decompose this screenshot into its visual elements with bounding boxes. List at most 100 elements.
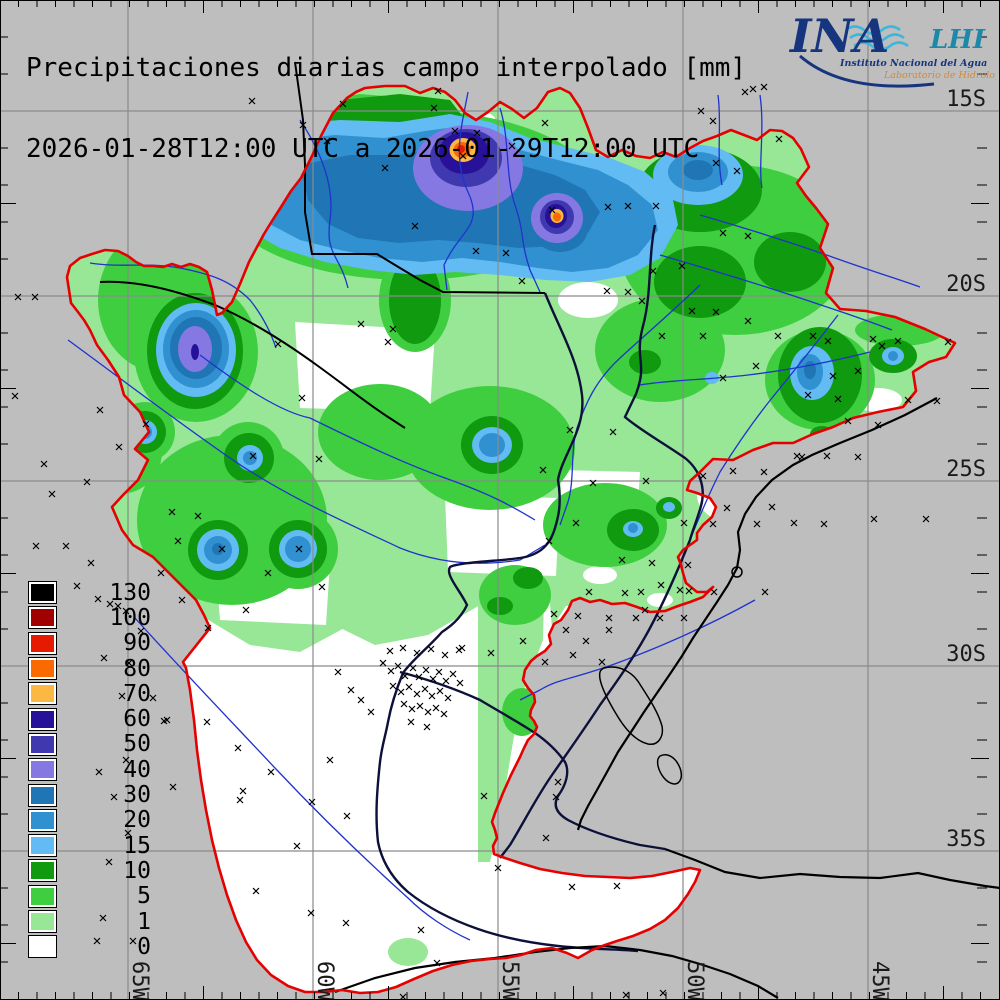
station-marker: [539, 466, 547, 474]
station-marker: [709, 117, 717, 125]
station-marker: [719, 374, 727, 382]
logo-arc: [799, 54, 935, 88]
station-marker: [804, 391, 812, 399]
station-marker: [657, 581, 665, 589]
station-marker: [904, 396, 912, 404]
station-marker: [115, 443, 123, 451]
station-marker: [699, 332, 707, 340]
legend-swatch: [28, 884, 57, 908]
station-marker: [458, 644, 466, 652]
station-marker: [648, 559, 656, 567]
station-marker: [809, 332, 817, 340]
station-marker: [174, 537, 182, 545]
station-marker: [387, 667, 395, 675]
station-marker: [656, 614, 664, 622]
coastline: [334, 397, 1000, 999]
title-block: Precipitaciones diarias campo interpolad…: [26, 1, 746, 190]
station-marker: [114, 602, 122, 610]
basin-boundary: [65, 84, 957, 995]
lon-label: 65W: [127, 961, 152, 1000]
station-marker: [434, 87, 442, 95]
legend-row: 20: [28, 807, 151, 833]
legend-value: 40: [123, 756, 151, 783]
legend-swatch: [28, 631, 57, 655]
station-marker: [413, 649, 421, 657]
station-marker: [405, 683, 413, 691]
legend-swatch: [28, 657, 57, 681]
station-marker: [94, 595, 102, 603]
station-marker: [621, 589, 629, 597]
station-marker: [409, 664, 417, 672]
station-marker: [680, 519, 688, 527]
station-marker: [267, 768, 275, 776]
station-marker: [432, 704, 440, 712]
legend-value: 15: [123, 832, 151, 859]
station-marker: [568, 883, 576, 891]
legend-row: 1: [28, 909, 151, 935]
station-marker: [125, 659, 133, 667]
station-marker: [274, 340, 282, 348]
legend-value: 60: [123, 706, 151, 733]
station-marker: [87, 559, 95, 567]
station-marker: [545, 537, 553, 545]
station-marker: [820, 520, 828, 528]
station-marker: [384, 338, 392, 346]
logo-institute-name: Instituto Nacional del Agua: [839, 58, 987, 69]
station-marker: [598, 658, 606, 666]
station-marker: [99, 914, 107, 922]
station-marker: [118, 692, 126, 700]
station-marker: [342, 919, 350, 927]
station-marker: [774, 332, 782, 340]
station-marker: [168, 508, 176, 516]
station-marker: [389, 682, 397, 690]
station-marker: [400, 700, 408, 708]
station-marker: [110, 793, 118, 801]
logo-unit: LHI: [929, 25, 986, 55]
station-marker: [386, 647, 394, 655]
lat-label: 25S: [946, 457, 986, 482]
station-marker: [854, 367, 862, 375]
station-markers: [11, 83, 952, 1000]
station-marker: [455, 646, 463, 654]
station-marker: [473, 129, 481, 137]
station-marker: [678, 262, 686, 270]
station-marker: [638, 297, 646, 305]
river-borders: [375, 224, 704, 953]
station-marker: [32, 542, 40, 550]
station-marker: [293, 842, 301, 850]
station-marker: [749, 85, 757, 93]
legend-row: 0: [28, 934, 151, 960]
station-marker: [48, 490, 56, 498]
legend-row: 70: [28, 681, 151, 707]
station-marker: [719, 229, 727, 237]
station-marker: [684, 561, 692, 569]
station-marker: [712, 308, 720, 316]
legend-swatch: [28, 808, 57, 832]
station-marker: [688, 307, 696, 315]
station-marker: [334, 668, 342, 676]
station-marker: [760, 468, 768, 476]
station-marker: [605, 626, 613, 634]
ina-logo: INA LHI Instituto Nacional del Agua Labo…: [782, 4, 996, 90]
station-marker: [676, 586, 684, 594]
station-marker: [83, 478, 91, 486]
station-marker: [435, 668, 443, 676]
logo-lab-name: Laboratorio de Hidrología: [883, 70, 996, 81]
legend-swatch: [28, 732, 57, 756]
lon-label: 55W: [497, 961, 522, 1000]
station-marker: [710, 588, 718, 596]
station-marker: [415, 673, 423, 681]
lon-label: 45W: [867, 961, 892, 1000]
station-marker: [541, 658, 549, 666]
station-marker: [421, 685, 429, 693]
station-marker: [744, 317, 752, 325]
lat-label: 15S: [946, 87, 986, 112]
station-marker: [456, 679, 464, 687]
station-marker: [624, 202, 632, 210]
station-marker: [169, 783, 177, 791]
station-marker: [62, 542, 70, 550]
station-marker: [318, 583, 326, 591]
station-marker: [124, 829, 132, 837]
station-marker: [824, 337, 832, 345]
station-marker: [699, 472, 707, 480]
